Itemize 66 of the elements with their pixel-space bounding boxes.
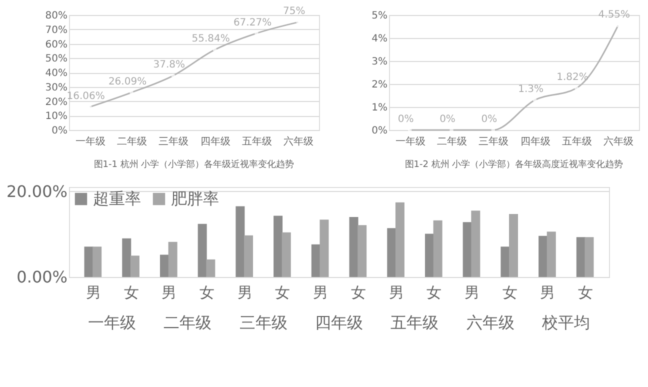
text: 三年级 [239,313,288,332]
legend-label: 肥胖率 [171,189,219,208]
data-label: 55.84% [192,34,230,45]
y-tick-label: 0% [52,126,68,136]
text: 五年级 [390,313,439,332]
y-tick-label: 1% [372,102,388,114]
x-tick-label: 四年级 [200,136,230,148]
data-label: 1.82% [556,72,588,84]
x-tick-label: 女 [502,284,518,302]
x-tick-label: 男 [464,284,480,302]
text: 图1-1 杭州 小学（小学部）各年级近视率变化趋势 [94,159,294,170]
data-label: 16.06% [66,90,105,102]
x-tick-label: 女 [426,284,442,302]
x-tick-label: 一年级 [395,136,426,148]
y-tick-label: 5% [372,10,388,22]
x-tick-label: 男 [86,284,101,302]
text: 一年级 [88,313,136,332]
x-tick-label: 六年级 [284,136,314,148]
data-label: 1.3% [518,84,544,96]
data-label: 75% [283,6,306,18]
x-tick-label: 四年级 [520,136,550,148]
y-tick-label: 30% [45,82,68,94]
y-tick-label: 40% [45,68,68,79]
x-tick-label: 男 [540,284,556,302]
x-tick-label: 三年级 [478,136,509,148]
y-tick-label: 70% [45,24,68,36]
x-tick-label: 女 [275,284,290,302]
x-tick-label: 二年级 [437,136,467,148]
y-tick-label: 10% [45,111,68,122]
text: 四年级 [315,313,363,332]
y-tick-label: 0% [372,126,388,136]
y-tick-label: 80% [45,10,68,22]
x-tick-label: 女 [350,284,366,302]
legend-label: 超重率 [93,189,141,208]
data-label: 37.8% [153,60,186,71]
x-tick-label: 二年级 [117,136,147,148]
y-tick-label: 20% [45,96,68,108]
y-tick-label: 20.00% [6,182,68,201]
y-tick-label: 2% [372,80,388,90]
y-tick-label: 3% [372,56,388,68]
y-tick-label: 4% [372,34,388,44]
data-label: 0% [398,114,414,125]
data-label: 26.09% [108,76,147,88]
y-tick-label: 0.00% [16,268,68,286]
x-tick-label: 三年级 [158,136,189,148]
x-tick-label: 五年级 [562,136,592,148]
x-tick-label: 男 [162,284,177,302]
text: 图1-2 杭州 小学（小学部）各年级高度近视率变化趋势 [404,159,624,170]
x-tick-label: 一年级 [75,136,106,148]
y-tick-label: 50% [45,54,68,65]
x-tick-label: 男 [388,284,404,302]
x-tick-label: 男 [237,284,252,302]
x-tick-label: 女 [124,284,139,302]
x-tick-label: 六年级 [604,136,634,148]
data-label: 4.55% [598,9,630,20]
x-tick-label: 女 [200,284,214,302]
x-tick-label: 五年级 [242,136,272,148]
text: 二年级 [164,313,212,332]
text: 校平均 [541,313,590,332]
data-label: 67.27% [233,17,272,28]
y-tick-label: 60% [45,39,68,50]
data-label: 0% [440,114,456,125]
text: 六年级 [466,313,514,332]
x-tick-label: 男 [313,284,328,302]
x-tick-label: 女 [578,284,594,302]
data-label: 0% [481,114,498,125]
